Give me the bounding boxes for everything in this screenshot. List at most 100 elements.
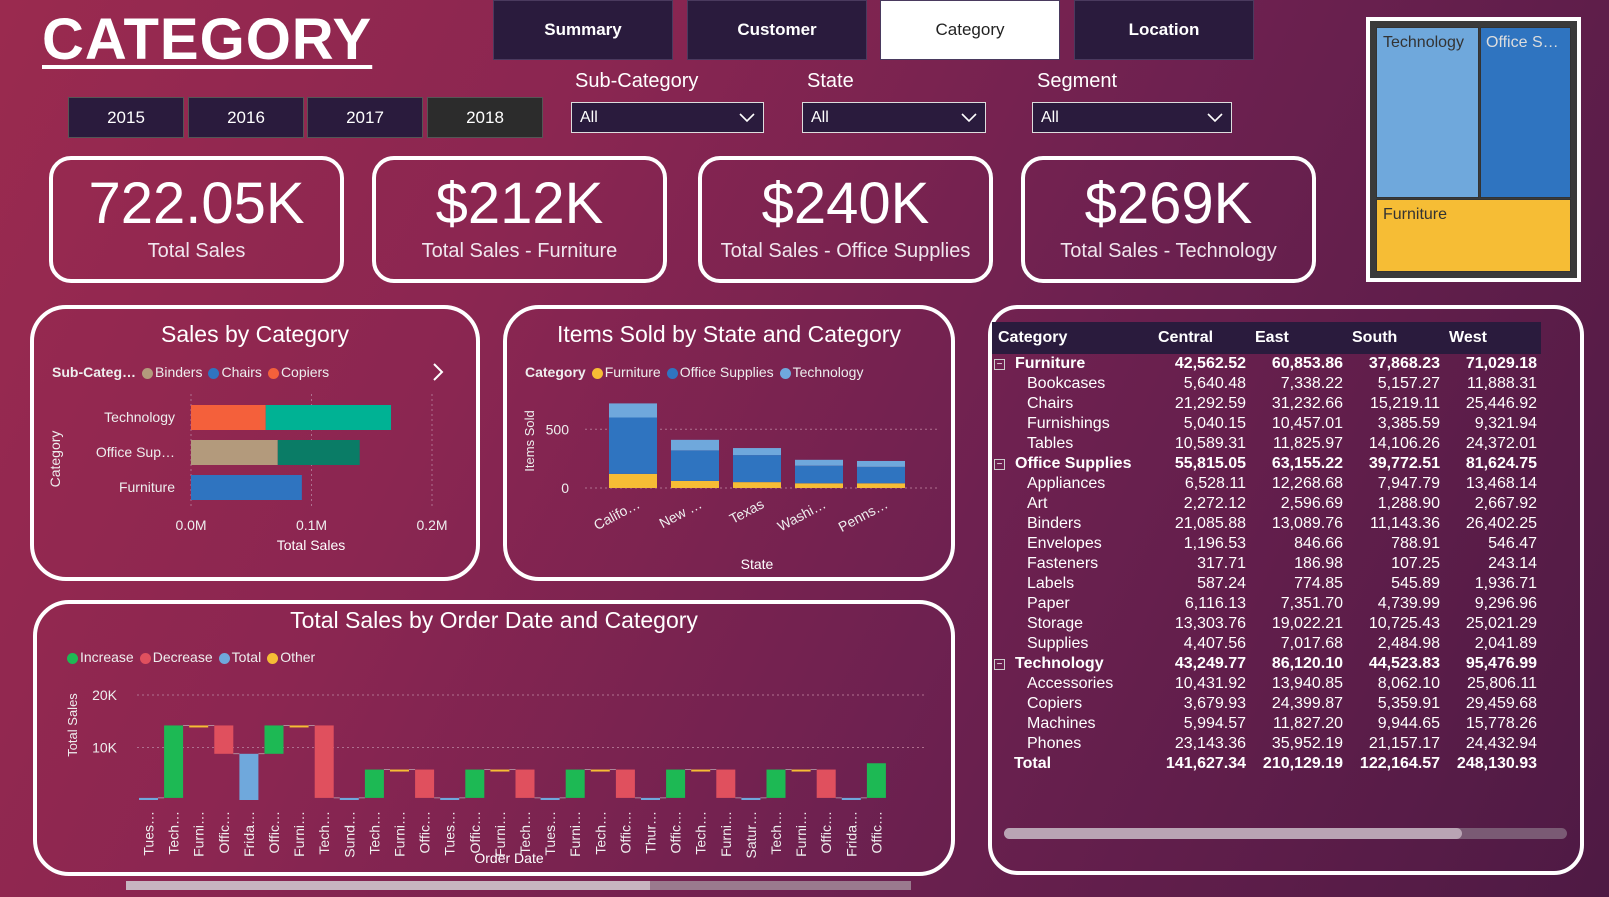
state-label: State — [807, 70, 854, 92]
matrix-cell: 122,164.57 — [1359, 755, 1440, 772]
x-tick-label: Frida… — [241, 811, 257, 857]
matrix-row: Tables 10,589.31 11,825.97 14,106.26 24,372.… — [992, 434, 1541, 454]
items-sold-chart[interactable]: 500 0 Califo… New … Texas Washi… Penns… State It… — [507, 389, 959, 579]
bar-segment — [277, 440, 360, 465]
collapse-icon[interactable]: − — [994, 659, 1005, 670]
tab-customer[interactable]: Customer — [687, 0, 867, 60]
chart-scrollbar[interactable] — [126, 881, 911, 890]
bar-segment — [671, 450, 719, 481]
waterfall-bar — [615, 769, 635, 798]
state-dropdown[interactable]: All — [802, 102, 986, 133]
matrix-cell: 587.24 — [1197, 575, 1246, 592]
category-treemap[interactable]: Technology Office S… Furniture — [1366, 17, 1581, 282]
tab-summary[interactable]: Summary — [493, 0, 673, 60]
matrix-cell: 55,815.05 — [1174, 455, 1246, 472]
x-tick-label: Tech… — [316, 811, 332, 855]
waterfall-bar — [339, 797, 359, 800]
matrix-cell: 13,089.76 — [1271, 515, 1343, 532]
matrix-cell: 39,772.51 — [1368, 455, 1440, 472]
collapse-icon[interactable]: − — [994, 359, 1005, 370]
row-header: Appliances — [1027, 475, 1106, 492]
group-label: Technology — [1015, 655, 1104, 672]
collapse-icon[interactable]: − — [994, 459, 1005, 470]
matrix-cell: 546.47 — [1488, 535, 1537, 552]
matrix-row: Paper 6,116.13 7,351.70 4,739.99 9,296.96 — [992, 594, 1541, 614]
matrix-cell: 13,940.85 — [1271, 675, 1343, 692]
header-category[interactable]: Category — [998, 329, 1068, 346]
legend-next-icon[interactable] — [431, 362, 445, 382]
waterfall-bar — [741, 797, 761, 800]
treemap-office-supplies[interactable]: Office S… — [1480, 27, 1571, 198]
matrix-cell: 7,351.70 — [1280, 595, 1343, 612]
x-tick-label: 0.2M — [416, 517, 447, 533]
header-east[interactable]: East — [1255, 329, 1289, 346]
matrix-cell: 6,528.11 — [1184, 475, 1246, 492]
matrix-cell: 3,385.59 — [1377, 415, 1440, 432]
bar-segment — [671, 480, 719, 488]
header-central[interactable]: Central — [1158, 329, 1214, 346]
x-tick-label: Offic… — [467, 811, 483, 854]
matrix-cell: 5,359.91 — [1377, 695, 1440, 712]
waterfall-bar — [691, 769, 711, 772]
x-tick-label: Tues… — [542, 811, 558, 856]
x-tick-label: 0.1M — [296, 517, 327, 533]
matrix-row: Labels 587.24 774.85 545.89 1,936.71 — [992, 574, 1541, 594]
kpi-value: $269K — [1084, 171, 1253, 236]
kpi-value: $212K — [435, 171, 604, 236]
matrix-cell: 2,667.92 — [1474, 495, 1537, 512]
matrix-cell: 14,106.26 — [1368, 435, 1440, 452]
matrix-cell: 95,476.99 — [1465, 655, 1537, 672]
chart-title: Sales by Category — [161, 321, 349, 347]
treemap-technology[interactable]: Technology — [1376, 27, 1479, 198]
tab-category[interactable]: Category — [880, 0, 1060, 60]
header-west[interactable]: West — [1449, 329, 1487, 346]
x-tick-label: Tues… — [442, 811, 458, 856]
waterfall-bar — [314, 725, 334, 798]
matrix-scrollbar[interactable] — [1004, 828, 1567, 839]
order-date-chart[interactable]: 20K 10K Tues… Tech… Furni… Offic… Frida… Offic…… — [37, 674, 959, 880]
kpi-furniture: $212K Total Sales - Furniture — [372, 156, 667, 283]
matrix-cell: 1,288.90 — [1377, 495, 1440, 512]
matrix-row: Fasteners 317.71 186.98 107.25 243.14 — [992, 554, 1541, 574]
y-axis-title: Items Sold — [522, 410, 537, 471]
year-2017-button[interactable]: 2017 — [307, 97, 423, 138]
waterfall-bar — [189, 725, 209, 728]
matrix-row: Chairs 21,292.59 31,232.66 15,219.11 25,446.… — [992, 394, 1541, 414]
treemap-furniture[interactable]: Furniture — [1376, 199, 1571, 272]
bar-segment — [733, 448, 781, 456]
x-tick-label: Furni… — [191, 811, 207, 857]
matrix-cell: 44,523.83 — [1368, 655, 1440, 672]
matrix-cell: 5,994.57 — [1183, 715, 1246, 732]
row-header-group[interactable]: − Technology — [992, 654, 1152, 674]
row-header: Phones — [1027, 735, 1082, 752]
subcategory-dropdown[interactable]: All — [571, 102, 764, 133]
year-2016-button[interactable]: 2016 — [188, 97, 304, 138]
row-header: Total — [1014, 755, 1052, 772]
x-tick-label: Offic… — [868, 811, 884, 854]
matrix-cell: 21,157.17 — [1368, 735, 1440, 752]
y-tick-label: 10K — [92, 740, 118, 756]
matrix-cell: 248,130.93 — [1456, 755, 1537, 772]
segment-dropdown[interactable]: All — [1032, 102, 1232, 133]
matrix-row: Binders 21,085.88 13,089.76 11,143.36 26,402… — [992, 514, 1541, 534]
kpi-value: $240K — [761, 171, 930, 236]
matrix-cell: 13,468.14 — [1465, 475, 1537, 492]
waterfall-bar — [465, 769, 485, 798]
group-label: Furniture — [1015, 355, 1086, 372]
waterfall-bar — [214, 725, 234, 754]
y-tick-label: 0 — [561, 480, 569, 496]
year-2018-button[interactable]: 2018 — [427, 97, 543, 138]
matrix-cell: 4,407.56 — [1183, 635, 1246, 652]
tab-location[interactable]: Location — [1074, 0, 1254, 60]
row-header-group[interactable]: − Furniture — [992, 354, 1152, 374]
sales-by-category-chart[interactable]: 0.0M 0.1M 0.2M Technology Office Sup… Furnitu… — [34, 389, 484, 579]
year-2015-button[interactable]: 2015 — [68, 97, 184, 138]
kpi-label: Total Sales - Technology — [1060, 240, 1277, 262]
header-south[interactable]: South — [1352, 329, 1398, 346]
scrollbar-thumb[interactable] — [126, 881, 650, 890]
row-header-group[interactable]: − Office Supplies — [992, 454, 1152, 474]
bar-segment — [265, 405, 392, 430]
matrix-cell: 71,029.18 — [1465, 355, 1537, 372]
scrollbar-thumb[interactable] — [1004, 828, 1462, 839]
waterfall-bar — [565, 769, 585, 798]
